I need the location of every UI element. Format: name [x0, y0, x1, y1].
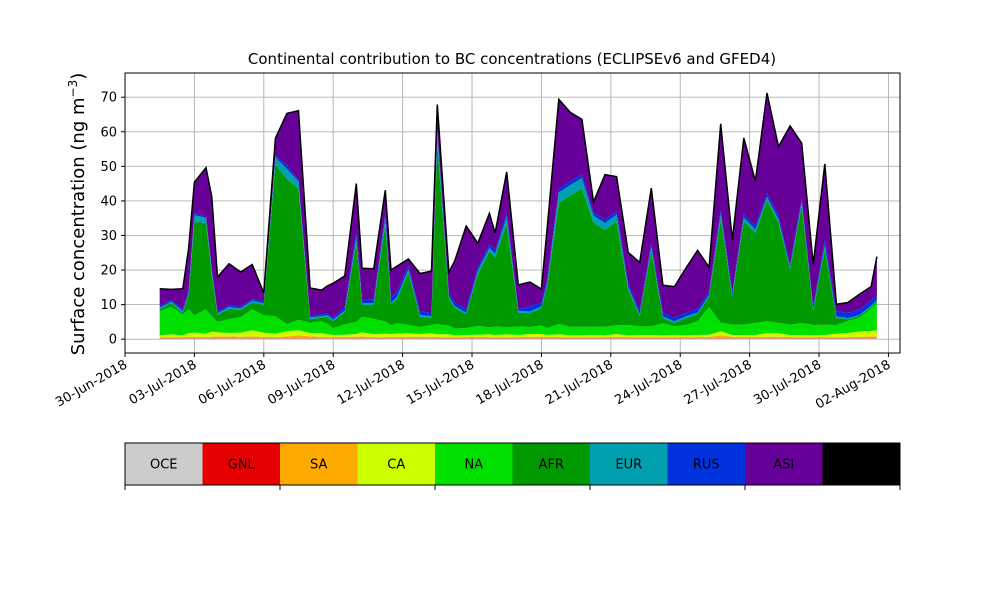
y-tick-label: 70 — [100, 91, 117, 106]
colorbar-swatch-rus — [667, 443, 745, 485]
area-asi — [159, 93, 877, 318]
total-line-layer — [159, 92, 878, 306]
plot-frame — [124, 72, 901, 354]
colorbar-label-aus: AUS — [848, 458, 875, 473]
colorbar-legend: OCE GNL SA CA NA AFR EUR RUS ASI AUS — [124, 442, 901, 490]
area-afr — [159, 144, 877, 329]
colorbar-label-na: NA — [464, 458, 483, 473]
y-tick-label: 50 — [100, 160, 117, 175]
colorbar-label-eur: EUR — [615, 458, 642, 473]
colorbar-label-rus: RUS — [693, 458, 720, 473]
colorbar-swatch-asi — [745, 443, 823, 485]
chart-title: Continental contribution to BC concentra… — [248, 50, 776, 68]
y-tick-label: 10 — [100, 298, 117, 313]
colorbar-label-afr: AFR — [539, 458, 564, 473]
colorbar-label-oce: OCE — [150, 458, 178, 473]
colorbar-swatch-gnl — [202, 443, 280, 485]
y-tick-label: 40 — [100, 194, 117, 209]
colorbar-swatch-afr — [512, 443, 590, 485]
area-na — [159, 302, 877, 336]
colorbar-label-gnl: GNL — [228, 458, 256, 473]
stacked-areas — [159, 93, 877, 340]
y-axis-label-group: Surface concentration (ng m−3) — [66, 73, 89, 356]
y-tick-label: 30 — [100, 229, 117, 244]
area-sa — [159, 335, 877, 339]
colorbar-swatch-ca — [357, 443, 435, 485]
total-concentration-line — [159, 92, 878, 306]
colorbar-swatch-eur — [590, 443, 668, 485]
y-axis-label-suffix: ) — [68, 73, 89, 80]
colorbar-label-sa: SA — [310, 458, 327, 473]
y-axis-label-text: Surface concentration (ng m — [68, 97, 89, 355]
y-axis-ticks: 0 10 20 30 40 50 60 70 — [100, 91, 125, 348]
y-tick-label: 20 — [100, 264, 117, 279]
y-axis-label: Surface concentration (ng m−3) — [66, 73, 89, 356]
colorbar-swatch-aus — [822, 443, 900, 485]
y-tick-label: 0 — [109, 333, 117, 348]
area-ca — [159, 330, 877, 338]
colorbar-label-ca: CA — [387, 458, 405, 473]
colorbar-label-asi: ASI — [773, 458, 794, 473]
y-axis-label-exponent: −3 — [66, 80, 80, 98]
colorbar-frame — [124, 442, 901, 486]
y-tick-label: 60 — [100, 125, 117, 140]
area-oce — [159, 338, 877, 340]
colorbar-swatch-na — [435, 443, 513, 485]
colorbar-swatch-oce — [125, 443, 203, 485]
colorbar-swatch-sa — [280, 443, 358, 485]
